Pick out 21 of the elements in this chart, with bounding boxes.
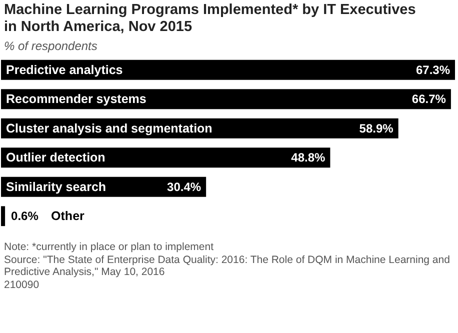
bar: [1, 60, 455, 80]
y-tick-label: Other: [51, 209, 85, 224]
chart-title: Machine Learning Programs Implemented* by IT Executives in North America, Nov 2015: [3, 1, 417, 36]
y-tick-label: Predictive analytics: [6, 62, 123, 77]
y-tick-label: Recommender systems: [6, 92, 146, 106]
y-tick-label: Similarity search: [6, 180, 106, 194]
text: 210090: [4, 278, 40, 291]
bar: [1, 206, 6, 226]
data-label: 48.8%: [291, 150, 326, 165]
data-label: 66.7%: [412, 92, 446, 106]
data-label: 30.4%: [167, 180, 202, 194]
source-note: Source: "The State of Enterprise Data Quality: 2016: The Role of DQM in Machine Learning and Predictive Analysis," May 10, 2016: [4, 254, 451, 278]
bar: [1, 148, 330, 168]
data-label: 58.9%: [359, 121, 394, 136]
y-tick-label: Cluster analysis and segmentation: [6, 121, 212, 136]
bar: [1, 89, 451, 110]
data-label: 67.3%: [416, 62, 450, 77]
y-tick-label: Outlier detection: [6, 150, 106, 165]
data-label: 0.6%: [11, 209, 39, 224]
text: Note: *currently in place or plan to implement: [4, 241, 215, 254]
chart-subtitle: % of respondents: [3, 38, 98, 53]
